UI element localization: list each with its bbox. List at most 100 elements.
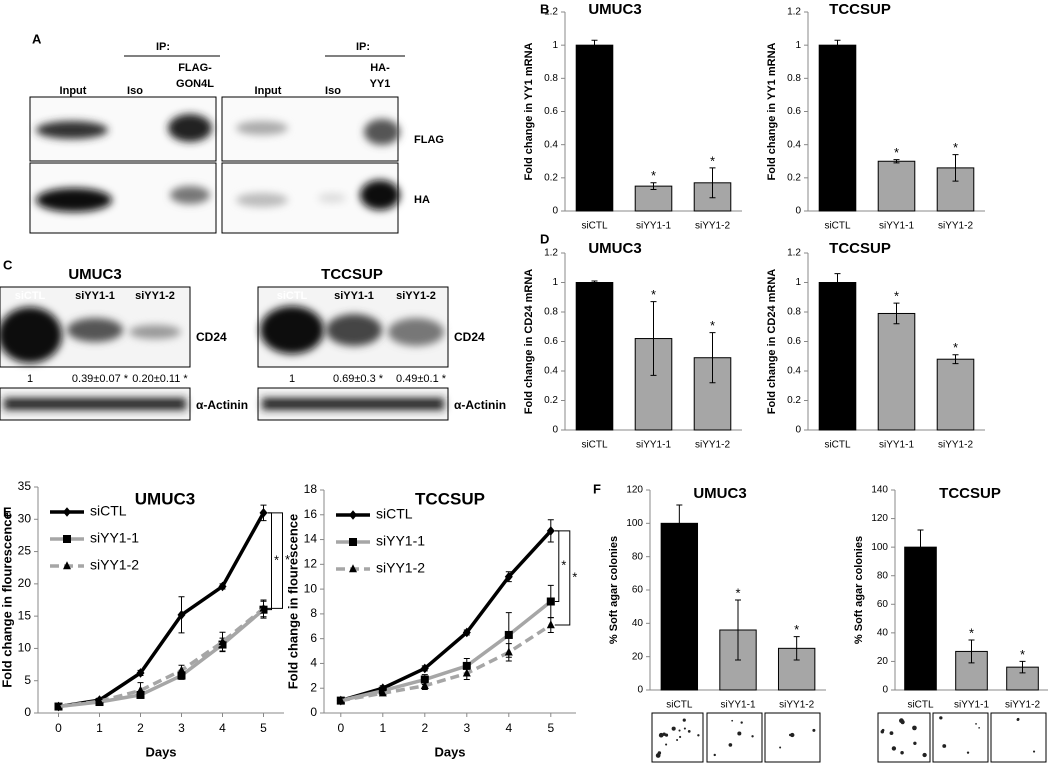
legend-marker xyxy=(349,510,357,520)
y-axis-label: Fold change in CD24 mRNA xyxy=(523,269,535,415)
marker xyxy=(136,668,145,678)
x-tick-label: 2 xyxy=(137,721,144,735)
x-axis-label: Days xyxy=(434,744,465,759)
lane-label: Input xyxy=(255,85,282,97)
colony xyxy=(978,727,980,729)
error-bar xyxy=(952,354,959,365)
x-tick-label: 2 xyxy=(421,721,428,735)
y-tick-label: 0.8 xyxy=(787,307,801,318)
panel-c: UMUC3 TCCSUP siCTL siYY1-1 siYY1-2 siCTL… xyxy=(0,266,506,421)
x-tick-label: siYY1-1 xyxy=(879,221,914,232)
x-tick-label: 5 xyxy=(547,721,554,735)
colony xyxy=(812,728,816,732)
y-tick-label: 80 xyxy=(632,551,644,562)
y-tick-label: 18 xyxy=(304,482,318,496)
y-tick-label: 1 xyxy=(795,40,801,51)
chart-title: TCCSUP xyxy=(829,1,891,18)
marker xyxy=(259,603,268,612)
colony xyxy=(682,718,686,722)
lane-label: siYY1-1 xyxy=(334,290,374,302)
significance-mark: * xyxy=(651,168,656,183)
legend-label: siCTL xyxy=(376,506,413,522)
colony xyxy=(889,731,894,736)
marker xyxy=(420,675,429,684)
error-bar xyxy=(968,639,975,664)
x-tick-label: siCTL xyxy=(581,440,608,451)
marker xyxy=(378,688,387,697)
error-bar xyxy=(650,301,657,376)
bracket xyxy=(554,530,560,602)
chart-title: UMUC3 xyxy=(588,1,641,18)
legend-marker xyxy=(349,538,357,546)
colony xyxy=(713,753,716,757)
colony xyxy=(676,739,679,741)
x-tick-label: siYY1-1 xyxy=(636,221,671,232)
y-axis-label: Fold change in YY1 mRNA xyxy=(523,42,535,180)
y-tick-label: 80 xyxy=(877,570,889,581)
x-tick-label: siYY1-2 xyxy=(695,440,730,451)
significance-mark: * xyxy=(894,289,899,304)
colony-image xyxy=(990,712,1047,763)
x-tick-label: 5 xyxy=(260,721,267,735)
y-tick-label: 0.6 xyxy=(787,336,801,347)
y-tick-label: 2 xyxy=(310,680,317,694)
colony xyxy=(731,719,734,722)
x-tick-label: siYY1-2 xyxy=(779,700,814,711)
panel-label: B xyxy=(540,1,549,16)
x-tick-label: siYY1-2 xyxy=(938,221,973,232)
panel-label: E xyxy=(3,504,12,519)
error-bar xyxy=(591,280,598,285)
blot xyxy=(0,286,449,421)
colony xyxy=(697,734,700,737)
y-tick-label: 35 xyxy=(18,479,32,493)
colony xyxy=(939,716,943,720)
row-label: HA xyxy=(414,194,430,206)
x-tick-label: 0 xyxy=(337,721,344,735)
colony xyxy=(975,723,977,725)
lane-label: siYY1-1 xyxy=(75,290,115,302)
x-tick-label: 4 xyxy=(505,721,512,735)
y-tick-label: 0.4 xyxy=(787,366,801,377)
x-tick-label: 3 xyxy=(178,721,185,735)
lane-label: siYY1-2 xyxy=(135,290,175,302)
series-line xyxy=(58,607,265,709)
panel-label: C xyxy=(3,257,13,272)
lane-label: siYY1-2 xyxy=(396,290,436,302)
y-tick-label: 1 xyxy=(552,277,558,288)
bracket xyxy=(267,512,283,609)
y-tick-label: 1 xyxy=(552,40,558,51)
colony xyxy=(662,732,666,736)
y-tick-label: 0 xyxy=(24,705,31,719)
significance-mark: * xyxy=(894,145,899,160)
colony xyxy=(655,753,661,758)
colony-image xyxy=(706,712,763,763)
y-tick-label: 1.2 xyxy=(787,7,801,18)
colony xyxy=(671,726,676,731)
bracket xyxy=(554,530,571,626)
series-line xyxy=(340,529,553,703)
y-tick-label: 8 xyxy=(310,606,317,620)
chart-title: TCCSUP xyxy=(939,485,1001,502)
x-tick-label: siYY1-1 xyxy=(720,700,755,711)
error-bar xyxy=(917,529,924,565)
chart-title: TCCSUP xyxy=(415,489,485,508)
significance-mark: * xyxy=(953,140,958,155)
error-bar xyxy=(709,167,716,199)
y-tick-label: 20 xyxy=(877,656,889,667)
y-tick-label: 60 xyxy=(877,599,889,610)
colony xyxy=(678,729,681,732)
colony xyxy=(900,720,905,725)
x-tick-label: siYY1-2 xyxy=(938,440,973,451)
y-tick-label: 1.2 xyxy=(544,248,558,259)
lane-label: FLAG- xyxy=(178,62,212,74)
colony xyxy=(687,730,691,733)
quant-label: 0.20±0.11 * xyxy=(132,373,188,385)
error-bar xyxy=(893,302,900,325)
y-axis-label: % Soft agar colonies xyxy=(853,536,865,644)
y-axis-label: Fold change in CD24 mRNA xyxy=(766,269,778,415)
y-tick-label: 25 xyxy=(18,544,32,558)
legend-label: siYY1-1 xyxy=(90,530,139,546)
ip-label: IP: xyxy=(156,41,170,53)
bar xyxy=(877,312,916,431)
x-tick-label: siYY1-1 xyxy=(954,700,989,711)
